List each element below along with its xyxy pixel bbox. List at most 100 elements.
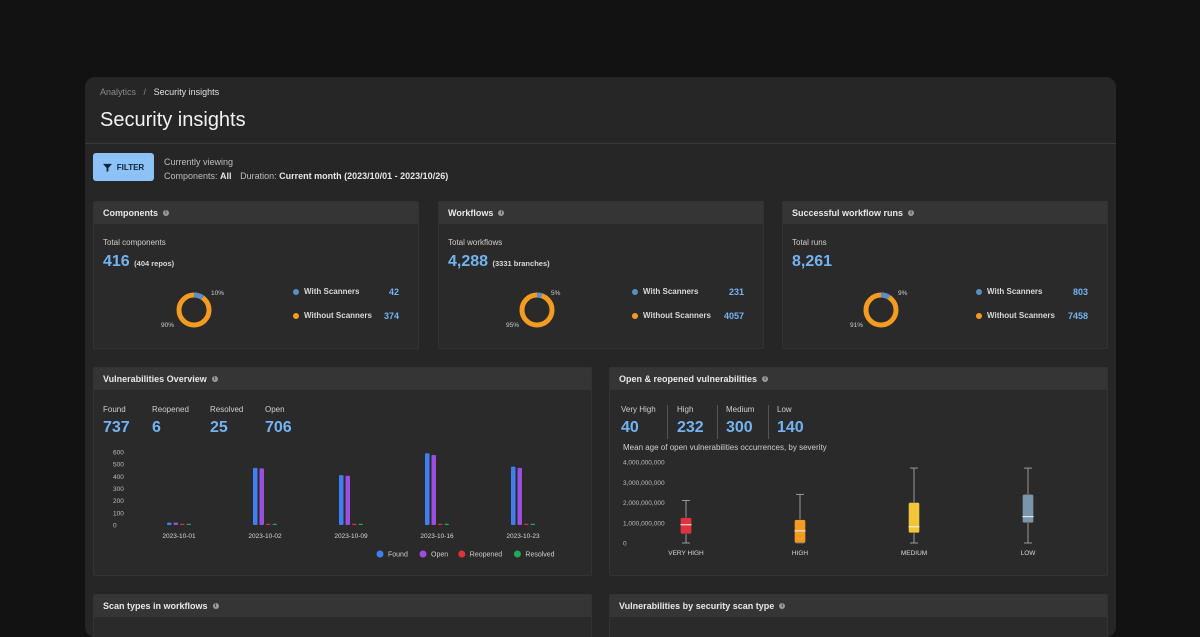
bar-found [511,466,516,525]
total-label: Total components [103,238,166,247]
without-percent: 91% [850,322,864,329]
legend-dot [419,550,427,558]
info-icon[interactable]: i [498,210,505,216]
filter-button[interactable]: FILTER [93,153,154,181]
bar-reopened [352,523,357,525]
very-high-label: Very High [621,405,656,414]
y-tick-label: 100 [113,510,124,517]
open-vulnerabilities-title: Open & reopened vulnerabilities [619,374,758,384]
with-scanners-dot [976,288,982,295]
total-label: Total workflows [448,238,503,247]
vulnerability-age-box-chart: 0 1,000,000,000 2,000,000,000 3,000,000,000… [623,460,1036,558]
legend-dot [376,550,384,558]
bar-open [517,467,522,525]
bar-open [345,475,350,525]
total-value: 8,261 [792,253,832,271]
legend-without-scanners: Without Scanners [293,311,372,320]
vulnerabilities-overview-card: Vulnerabilities Overview i Found 737 Reo… [93,367,592,576]
x-tick-label: 2023-10-16 [420,533,454,540]
components-filter-label: Components: [164,171,218,181]
bar-resolved [186,523,191,525]
open-label: Open [265,405,285,414]
scan-types-title: Scan types in workflows [103,601,208,611]
workflow-runs-card-header: Successful workflow runs i [783,202,1107,224]
open-value: 706 [265,419,292,436]
high-value: 232 [677,419,704,436]
scanner-donut-chart [176,292,212,328]
donut-without-arc [176,292,212,328]
header-divider [85,143,1116,144]
filter-icon [102,163,112,172]
page-title: Security insights [100,109,246,131]
legend-label: Resolved [525,552,554,559]
without-scanners-value: 7458 [1067,311,1088,321]
open-vulnerabilities-card: Open & reopened vulnerabilities i Very H… [609,367,1108,576]
y-tick-label: 4,000,000,000 [623,460,665,467]
info-icon[interactable]: i [908,210,915,216]
components-card-title: Components [103,208,158,218]
bar-reopened [266,523,271,525]
with-percent: 10% [211,290,225,297]
x-tick-label: 2023-10-23 [506,533,540,540]
y-tick-label: 3,000,000,000 [623,480,665,487]
bar-open [431,455,436,525]
without-scanners-value: 374 [383,311,399,321]
workflow-runs-card: Successful workflow runs i Total runs 8,… [782,201,1108,349]
total-sub: (404 repos) [134,259,175,268]
info-icon[interactable]: i [211,376,218,382]
app-window: Analytics / Security insights Security i… [85,77,1116,637]
components-filter-value: All [220,171,232,181]
donut-with-arc [519,292,555,328]
legend-without-scanners: Without Scanners [632,311,711,320]
vulns-by-scan-type-header: Vulnerabilities by security scan type i [610,595,1107,617]
info-icon[interactable]: i [779,603,786,609]
y-tick-label: 1,000,000,000 [623,520,665,527]
info-icon[interactable]: i [762,376,769,382]
reopened-value: 6 [152,419,161,436]
vulnerabilities-overview-header: Vulnerabilities Overview i [94,368,591,390]
scan-types-header: Scan types in workflows i [94,595,591,617]
legend-dot [513,550,521,558]
total-sub: (3331 branches) [492,259,550,268]
with-scanners-dot [293,288,299,295]
bar-found [253,467,258,525]
y-tick-label: 2,000,000,000 [623,500,665,507]
total-number: 4,288 [448,253,489,270]
without-scanners-label: Without Scanners [987,311,1055,320]
legend-label: Open [431,552,448,559]
vulns-by-scan-type-title: Vulnerabilities by security scan type [619,601,775,611]
with-scanners-value: 42 [388,287,399,297]
x-tick-label: VERY HIGH [668,550,704,557]
without-scanners-value: 4057 [723,311,744,321]
with-scanners-label: With Scanners [643,287,699,296]
donut-with-arc [863,292,899,328]
x-tick-label: 2023-10-02 [248,533,282,540]
workflows-card-header: Workflows i [439,202,763,224]
bar-reopened [524,523,529,525]
scanner-donut-chart [863,292,899,328]
breadcrumb-separator: / [143,87,147,97]
duration-filter-value: Current month (2023/10/01 - 2023/10/26) [279,171,449,181]
low-value: 140 [777,419,804,436]
bar-open [259,468,264,525]
with-scanners-label: With Scanners [987,287,1043,296]
medium-value: 300 [726,419,753,436]
legend-without-scanners: Without Scanners [976,311,1055,320]
donut-with-arc [176,292,212,328]
info-icon[interactable]: i [163,210,169,216]
x-tick-label: HIGH [792,550,809,557]
breadcrumb-parent[interactable]: Analytics [100,87,137,97]
with-scanners-label: With Scanners [304,287,360,296]
box-chart-caption: Mean age of open vulnerabilities occurre… [623,443,827,452]
viewing-label: Currently viewing [164,157,234,167]
without-percent: 90% [161,322,175,329]
low-label: Low [777,405,792,414]
total-number: 416 [103,253,130,270]
viewing-summary: Currently viewing Components: All Durati… [164,155,448,183]
total-number: 8,261 [792,253,833,270]
stat-divider [667,405,668,439]
box-iqr [908,502,920,534]
info-icon[interactable]: i [212,603,219,609]
x-tick-label: 2023-10-09 [334,533,368,540]
open-vulnerabilities-header: Open & reopened vulnerabilities i [610,368,1107,390]
